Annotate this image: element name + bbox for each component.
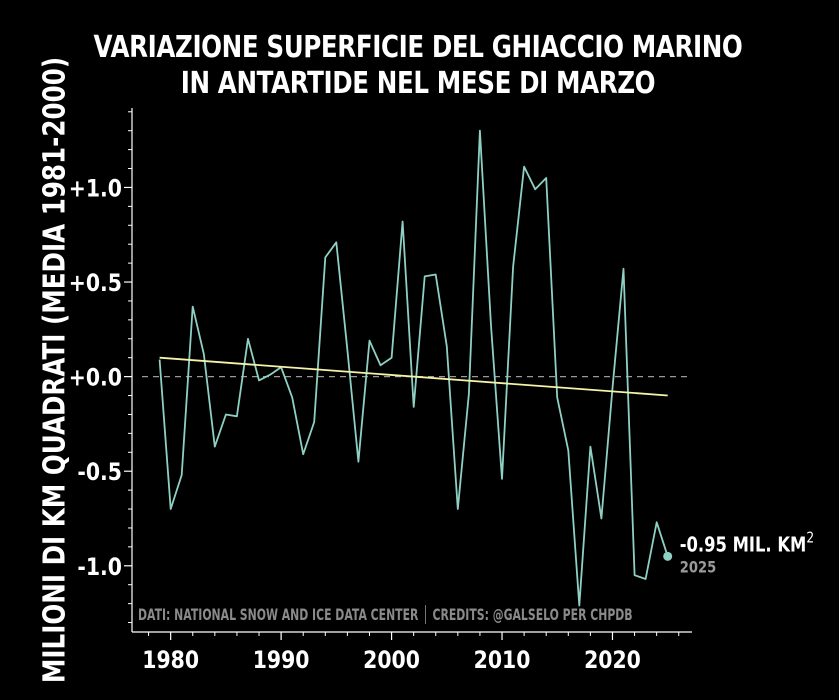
x-tick-label: 1980 <box>142 646 199 674</box>
x-tick-label: 2000 <box>363 646 420 674</box>
x-tick-label: 1990 <box>253 646 310 674</box>
y-tick-label: +0.5 <box>69 269 122 297</box>
chart-title-line-2: IN ANTARTIDE NEL MESE DI MARZO <box>180 66 656 101</box>
x-tick-label: 2020 <box>584 646 641 674</box>
chart-title-line-1: VARIAZIONE SUPERFICIE DEL GHIACCIO MARIN… <box>93 30 743 65</box>
last-point-value: -0.95 MIL. KM <box>680 534 807 557</box>
source-credits-annotation: DATI: NATIONAL SNOW AND ICE DATA CENTER … <box>138 605 633 625</box>
last-point-year-label: 2025 <box>680 558 717 577</box>
y-tick-label: +1.0 <box>69 175 122 203</box>
y-tick-label: +0.0 <box>69 364 122 392</box>
last-point-superscript: 2 <box>806 529 814 546</box>
chart-title: VARIAZIONE SUPERFICIE DEL GHIACCIO MARIN… <box>74 30 762 102</box>
last-data-point <box>663 551 673 561</box>
x-tick-label: 2010 <box>474 646 531 674</box>
y-tick-label: -0.5 <box>77 459 122 487</box>
trend-line <box>159 356 668 397</box>
anomaly-series-line <box>158 129 669 607</box>
y-tick-label: -1.0 <box>77 553 122 581</box>
last-point-value-label: -0.95 MIL. KM2 <box>680 529 814 557</box>
